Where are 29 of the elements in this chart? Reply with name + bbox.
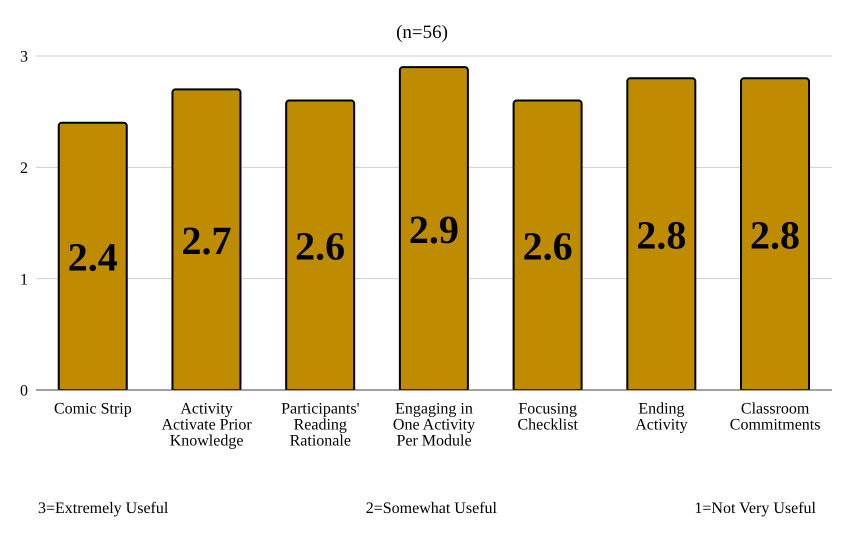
- data-label: 2.8: [750, 212, 800, 258]
- bar: [58, 122, 128, 390]
- bar: [512, 100, 583, 390]
- y-tick-label: 1: [20, 271, 28, 288]
- text: 2=Somewhat Useful: [366, 500, 497, 518]
- data-label: 2.9: [408, 206, 459, 252]
- x-tick-label: Comic Strip: [54, 400, 132, 418]
- x-tick-label: Focusing Checklist: [517, 400, 578, 434]
- data-label: 2.4: [68, 234, 118, 280]
- text: 3=Extremely Useful: [38, 500, 168, 518]
- y-tick-label: 2: [20, 160, 28, 178]
- data-label: 2.8: [636, 212, 686, 258]
- bar: [285, 100, 356, 390]
- data-label: 2.6: [522, 223, 573, 268]
- text: 1=Not Very Useful: [694, 500, 816, 518]
- x-tick-label: Engaging in One Activity Per Module: [392, 400, 476, 450]
- bar: [626, 77, 696, 390]
- data-label: 2.7: [181, 218, 232, 263]
- chart-title: (n=56): [395, 21, 449, 45]
- bar: [398, 66, 469, 390]
- x-tick-label: Classroom Commitments: [730, 400, 820, 434]
- y-tick-label: 0: [20, 382, 28, 400]
- data-label: 2.6: [295, 223, 346, 268]
- x-tick-label: Ending Activity: [635, 400, 688, 434]
- y-tick-label: 3: [20, 48, 28, 66]
- x-tick-label: Activity Activate Prior Knowledge: [161, 400, 252, 450]
- bar: [740, 77, 810, 390]
- x-tick-label: Participants' Reading Rationale: [281, 400, 360, 450]
- bar: [171, 88, 242, 390]
